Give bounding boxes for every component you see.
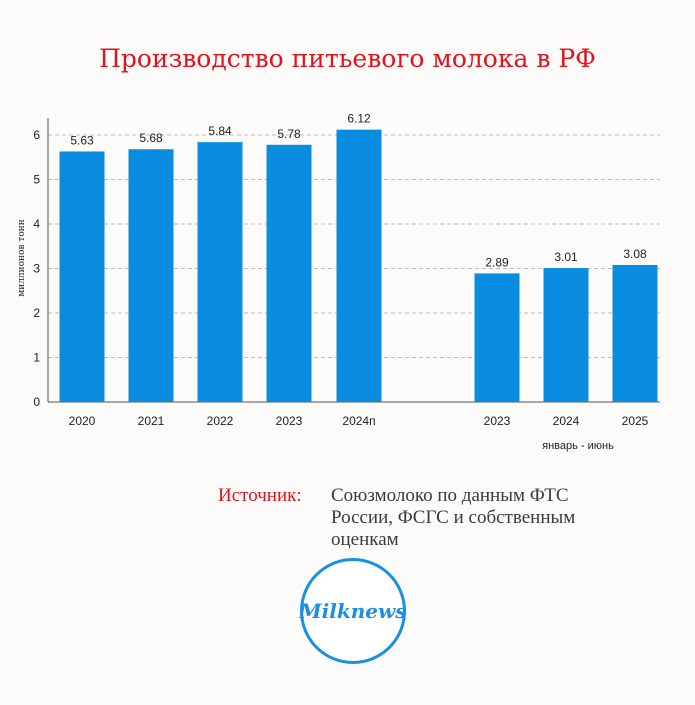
y-tick-label: 2: [33, 306, 40, 320]
y-tick-label: 0: [33, 395, 40, 409]
y-axis-label: миллионов тонн: [17, 219, 27, 297]
milknews-logo: Milknews: [300, 558, 406, 664]
bar: [128, 149, 174, 402]
data-label: 5.78: [277, 127, 301, 141]
y-tick-label: 3: [33, 262, 40, 276]
data-label: 5.63: [70, 133, 94, 147]
source-text: Союзмолоко по данным ФТС России, ФСГС и …: [331, 485, 576, 550]
bar: [336, 129, 382, 402]
data-label: 3.01: [554, 250, 578, 264]
x-tick-label: 2025: [622, 414, 649, 428]
source-label: Источник:: [218, 485, 302, 506]
x-tick-label: 2020: [69, 414, 96, 428]
x-tick-label: 2024п: [342, 414, 375, 428]
data-label: 3.08: [623, 247, 647, 261]
data-label: 5.84: [208, 124, 232, 138]
x-tick-label: 2024: [553, 414, 580, 428]
x-tick-label: 2023: [276, 414, 303, 428]
y-tick-label: 6: [33, 128, 40, 142]
chart-title: Производство питьевого молока в РФ: [99, 44, 596, 73]
data-label: 5.68: [139, 131, 163, 145]
y-tick-label: 4: [33, 217, 40, 231]
bar: [197, 142, 243, 402]
bar-chart: 0 1 2 3 4 5 6 миллионов тонн 5.63 2020 5.68 2021 5.8…: [17, 112, 660, 452]
bar: [474, 273, 520, 402]
group-label: январь - июнь: [542, 440, 614, 452]
bar: [543, 268, 589, 402]
bar: [612, 264, 658, 402]
bar: [59, 151, 105, 402]
bar: [266, 144, 312, 403]
data-label: 2.89: [485, 255, 509, 269]
x-tick-label: 2021: [138, 414, 165, 428]
y-tick-label: 5: [33, 173, 40, 187]
x-tick-label: 2023: [484, 414, 511, 428]
logo-text: Milknews: [299, 599, 407, 623]
data-label: 6.12: [347, 112, 371, 126]
y-tick-label: 1: [33, 351, 40, 365]
x-tick-label: 2022: [207, 414, 234, 428]
